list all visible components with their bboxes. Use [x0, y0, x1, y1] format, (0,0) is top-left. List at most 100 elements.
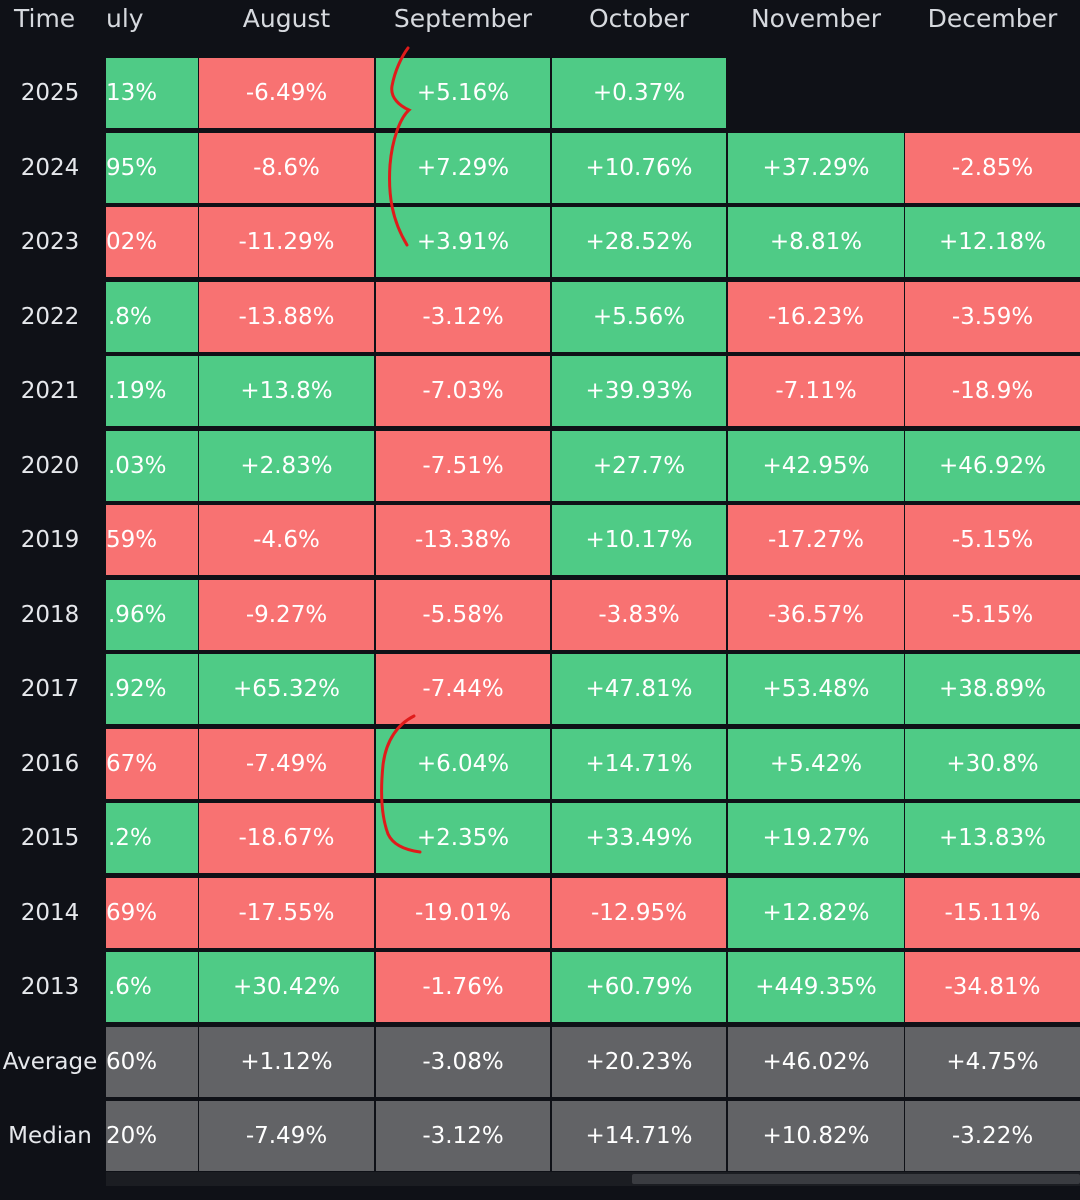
cell-2020-0: .03% [106, 431, 198, 501]
cell-2015-0: .2% [106, 803, 198, 873]
cell-2020-1: +2.83% [199, 431, 374, 501]
cell-2025-3: +0.37% [552, 58, 726, 128]
cell-2014-1: -17.55% [199, 878, 374, 948]
cell-2018-4: -36.57% [728, 580, 904, 650]
cell-2023-5: +12.18% [905, 207, 1080, 277]
row-label-2022: 2022 [20, 304, 80, 330]
returns-grid: 13% -6.49% +5.16% +0.37% 95% -8.6% +7.29% +10.7… [106, 56, 1080, 1172]
cell-2024-1: -8.6% [199, 133, 374, 203]
cell-2013-5: -34.81% [905, 952, 1080, 1022]
cell-2022-4: -16.23% [728, 282, 904, 352]
cell-2016-3: +14.71% [552, 729, 726, 799]
row-label-2020: 2020 [20, 453, 80, 479]
cell-2024-5: -2.85% [905, 133, 1080, 203]
cell-2017-4: +53.48% [728, 654, 904, 724]
cell-2013-3: +60.79% [552, 952, 726, 1022]
cell-2013-1: +30.42% [199, 952, 374, 1022]
row-label-median: Median [8, 1123, 92, 1149]
row-label-2021: 2021 [20, 378, 80, 404]
table-header: Time uly August September October Novemb… [0, 0, 1080, 40]
scrollbar-thumb[interactable] [632, 1174, 1080, 1184]
cell-2023-3: +28.52% [552, 207, 726, 277]
cell-2024-2: +7.29% [376, 133, 550, 203]
cell-2018-0: .96% [106, 580, 198, 650]
row-label-2024: 2024 [20, 155, 80, 181]
cell-2016-0: 67% [106, 729, 198, 799]
cell-2025-0: 13% [106, 58, 198, 128]
header-october[interactable]: October [588, 4, 690, 33]
cell-average-4: +46.02% [728, 1027, 904, 1097]
cell-median-3: +14.71% [552, 1101, 726, 1171]
cell-2018-5: -5.15% [905, 580, 1080, 650]
cell-2018-1: -9.27% [199, 580, 374, 650]
cell-2022-3: +5.56% [552, 282, 726, 352]
cell-average-5: +4.75% [905, 1027, 1080, 1097]
cell-2014-2: -19.01% [376, 878, 550, 948]
cell-2025-1: -6.49% [199, 58, 374, 128]
row-label-2015: 2015 [20, 825, 80, 851]
cell-2022-2: -3.12% [376, 282, 550, 352]
cell-2019-5: -5.15% [905, 505, 1080, 575]
cell-2020-4: +42.95% [728, 431, 904, 501]
cell-2014-4: +12.82% [728, 878, 904, 948]
cell-2022-5: -3.59% [905, 282, 1080, 352]
cell-2017-0: .92% [106, 654, 198, 724]
cell-2017-3: +47.81% [552, 654, 726, 724]
cell-2022-1: -13.88% [199, 282, 374, 352]
cell-median-1: -7.49% [199, 1101, 374, 1171]
row-label-2025: 2025 [20, 80, 80, 106]
cell-2023-1: -11.29% [199, 207, 374, 277]
header-december[interactable]: December [927, 4, 1058, 33]
cell-2023-4: +8.81% [728, 207, 904, 277]
cell-2025-2: +5.16% [376, 58, 550, 128]
cell-2018-3: -3.83% [552, 580, 726, 650]
cell-2021-2: -7.03% [376, 356, 550, 426]
cell-2014-0: 69% [106, 878, 198, 948]
cell-2022-0: .8% [106, 282, 198, 352]
cell-2013-2: -1.76% [376, 952, 550, 1022]
cell-median-5: -3.22% [905, 1101, 1080, 1171]
cell-2023-2: +3.91% [376, 207, 550, 277]
cell-2020-5: +46.92% [905, 431, 1080, 501]
row-label-2019: 2019 [20, 527, 80, 553]
cell-2021-4: -7.11% [728, 356, 904, 426]
cell-median-4: +10.82% [728, 1101, 904, 1171]
header-august[interactable]: August [242, 4, 331, 33]
cell-2014-3: -12.95% [552, 878, 726, 948]
cell-2017-5: +38.89% [905, 654, 1080, 724]
cell-2019-4: -17.27% [728, 505, 904, 575]
cell-2019-0: 59% [106, 505, 198, 575]
cell-2017-2: -7.44% [376, 654, 550, 724]
header-time[interactable]: Time [14, 4, 76, 33]
cell-2015-4: +19.27% [728, 803, 904, 873]
cell-2019-1: -4.6% [199, 505, 374, 575]
row-label-2013: 2013 [20, 974, 80, 1000]
header-september[interactable]: September [393, 4, 533, 33]
row-label-2014: 2014 [20, 900, 80, 926]
cell-median-2: -3.12% [376, 1101, 550, 1171]
cell-2024-3: +10.76% [552, 133, 726, 203]
cell-2013-4: +449.35% [728, 952, 904, 1022]
cell-2021-3: +39.93% [552, 356, 726, 426]
cell-average-1: +1.12% [199, 1027, 374, 1097]
cell-2019-2: -13.38% [376, 505, 550, 575]
row-label-2023: 2023 [20, 229, 80, 255]
cell-2016-2: +6.04% [376, 729, 550, 799]
horizontal-scrollbar[interactable] [106, 1172, 1080, 1186]
cell-2016-5: +30.8% [905, 729, 1080, 799]
cell-2015-3: +33.49% [552, 803, 726, 873]
row-label-2016: 2016 [20, 751, 80, 777]
cell-2021-5: -18.9% [905, 356, 1080, 426]
cell-2020-3: +27.7% [552, 431, 726, 501]
cell-2018-2: -5.58% [376, 580, 550, 650]
cell-average-3: +20.23% [552, 1027, 726, 1097]
header-november[interactable]: November [750, 4, 882, 33]
row-label-2017: 2017 [20, 676, 80, 702]
cell-2021-0: .19% [106, 356, 198, 426]
cell-average-2: -3.08% [376, 1027, 550, 1097]
cell-median-0: 20% [106, 1101, 198, 1171]
cell-2019-3: +10.17% [552, 505, 726, 575]
cell-2017-1: +65.32% [199, 654, 374, 724]
row-label-2018: 2018 [20, 602, 80, 628]
header-july[interactable]: uly [106, 4, 144, 33]
